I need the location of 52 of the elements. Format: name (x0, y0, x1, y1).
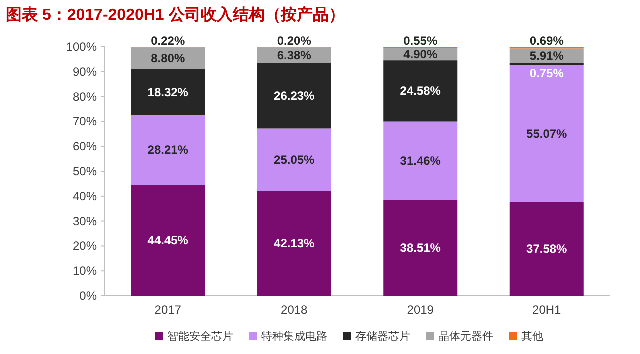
y-tick-label: 80% (72, 90, 98, 104)
bar (131, 69, 206, 116)
legend-label: 晶体元器件 (438, 331, 494, 343)
bar (257, 63, 332, 129)
data-label: 28.21% (148, 143, 189, 158)
y-tick-label: 40% (72, 189, 98, 204)
bar (131, 185, 206, 296)
y-tick-label: 10% (72, 264, 98, 278)
data-label: 0.69% (530, 34, 564, 48)
y-tick-label: 90% (72, 64, 98, 79)
y-tick-label: 30% (72, 214, 98, 228)
data-label: 5.91% (530, 49, 564, 64)
data-label: 26.23% (274, 89, 316, 104)
data-label: 6.38% (277, 48, 312, 62)
x-tick-label: 2018 (281, 303, 308, 317)
bar (257, 191, 332, 296)
bar (384, 60, 458, 122)
legend-label: 存储器芯片 (356, 330, 410, 343)
data-label: 38.51% (400, 241, 442, 256)
data-label: 31.46% (400, 154, 442, 168)
data-label: 44.45% (148, 234, 189, 248)
x-tick-label: 2019 (407, 303, 434, 317)
data-label: 0.75% (530, 66, 564, 80)
data-label: 18.32% (148, 85, 189, 100)
bar (384, 200, 458, 296)
bar (257, 128, 332, 192)
x-tick-label: 2017 (154, 303, 182, 317)
data-label: 0.20% (277, 34, 312, 48)
y-tick-label: 60% (72, 140, 98, 154)
bar (510, 65, 584, 202)
data-label: 0.22% (151, 34, 186, 48)
bar (510, 202, 584, 296)
data-label: 8.80% (151, 52, 186, 66)
bar (131, 115, 206, 186)
data-label: 37.58% (526, 242, 568, 256)
legend-label: 其他 (522, 330, 544, 343)
y-tick-label: 20% (72, 239, 98, 254)
y-tick-label: 0% (80, 289, 98, 303)
chart-title: 图表 5：2017-2020H1 公司收入结构（按产品） (6, 6, 345, 24)
x-tick-label: 20H1 (532, 303, 562, 317)
data-label: 0.55% (404, 34, 438, 48)
data-label: 24.58% (400, 84, 442, 98)
data-label: 55.07% (526, 126, 568, 141)
y-tick-label: 100% (66, 40, 98, 54)
bar (384, 122, 458, 200)
y-tick-label: 70% (72, 114, 98, 129)
legend-label: 特种集成电路 (262, 330, 328, 343)
y-tick-label: 50% (72, 164, 98, 178)
data-label: 4.90% (404, 47, 438, 62)
data-label: 42.13% (274, 236, 316, 251)
data-label: 25.05% (274, 152, 316, 167)
legend-label: 智能安全芯片 (168, 330, 234, 343)
